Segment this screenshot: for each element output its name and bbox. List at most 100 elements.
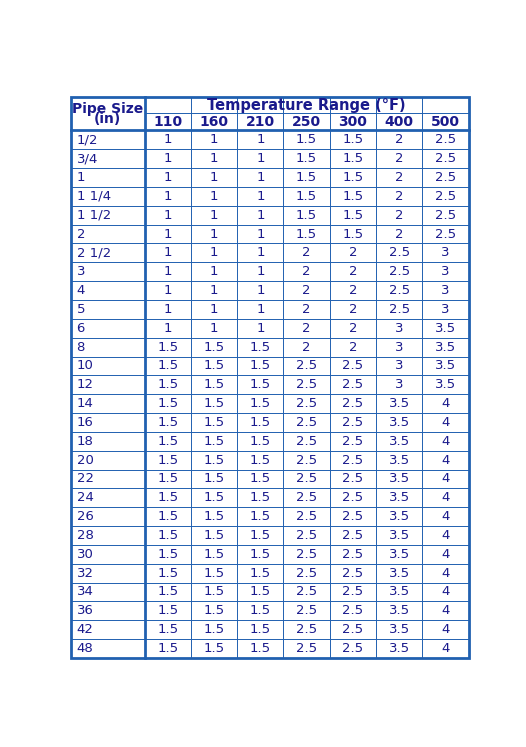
Text: 160: 160 xyxy=(199,115,229,129)
Text: 1.5: 1.5 xyxy=(296,134,317,146)
Text: 2: 2 xyxy=(302,341,311,353)
Text: 3.5: 3.5 xyxy=(389,397,410,410)
Text: 2.5: 2.5 xyxy=(342,567,363,580)
Text: 1: 1 xyxy=(164,228,172,241)
Text: 1: 1 xyxy=(210,303,218,316)
Text: 3.5: 3.5 xyxy=(389,623,410,636)
Text: 3: 3 xyxy=(395,341,403,353)
Text: 1.5: 1.5 xyxy=(204,529,225,542)
Text: 1.5: 1.5 xyxy=(250,435,271,447)
Text: 3.5: 3.5 xyxy=(435,322,456,335)
Text: 1.5: 1.5 xyxy=(204,548,225,561)
Text: 1.5: 1.5 xyxy=(157,586,178,598)
Text: 1.5: 1.5 xyxy=(204,623,225,636)
Text: Temperature Range (°F): Temperature Range (°F) xyxy=(207,98,406,113)
Text: 1.5: 1.5 xyxy=(342,228,363,241)
Text: 3: 3 xyxy=(77,265,85,278)
Text: 1.5: 1.5 xyxy=(342,208,363,222)
Text: 4: 4 xyxy=(441,586,450,598)
Text: 3.5: 3.5 xyxy=(389,529,410,542)
Text: 1.5: 1.5 xyxy=(157,529,178,542)
Text: 2: 2 xyxy=(395,152,403,165)
Text: 14: 14 xyxy=(77,397,94,410)
Text: 1: 1 xyxy=(210,265,218,278)
Text: 1: 1 xyxy=(256,134,265,146)
Text: 2.5: 2.5 xyxy=(342,453,363,467)
Text: 1.5: 1.5 xyxy=(250,492,271,504)
Text: 5: 5 xyxy=(77,303,85,316)
Text: 1: 1 xyxy=(210,190,218,203)
Text: 400: 400 xyxy=(385,115,413,129)
Text: 3.5: 3.5 xyxy=(389,472,410,486)
Text: 2.5: 2.5 xyxy=(389,265,410,278)
Text: 1.5: 1.5 xyxy=(250,359,271,373)
Text: 34: 34 xyxy=(77,586,94,598)
Text: 210: 210 xyxy=(246,115,275,129)
Text: 1.5: 1.5 xyxy=(342,171,363,184)
Text: 2: 2 xyxy=(395,190,403,203)
Text: 2.5: 2.5 xyxy=(296,472,317,486)
Text: 1: 1 xyxy=(164,284,172,297)
Text: 2: 2 xyxy=(77,228,85,241)
Text: 1 1/4: 1 1/4 xyxy=(77,190,110,203)
Text: 1.5: 1.5 xyxy=(250,378,271,391)
Text: 2: 2 xyxy=(302,322,311,335)
Text: 1.5: 1.5 xyxy=(250,642,271,655)
Text: 1.5: 1.5 xyxy=(250,510,271,523)
Text: 2.5: 2.5 xyxy=(296,359,317,373)
Text: 1: 1 xyxy=(164,171,172,184)
Text: 1: 1 xyxy=(210,134,218,146)
Text: 3.5: 3.5 xyxy=(435,359,456,373)
Text: 16: 16 xyxy=(77,416,94,429)
Text: 3: 3 xyxy=(395,378,403,391)
Text: 1.5: 1.5 xyxy=(204,586,225,598)
Text: 1: 1 xyxy=(210,152,218,165)
Text: 3.5: 3.5 xyxy=(389,510,410,523)
Text: 18: 18 xyxy=(77,435,94,447)
Text: 1.5: 1.5 xyxy=(342,134,363,146)
Text: 48: 48 xyxy=(77,642,93,655)
Text: 3: 3 xyxy=(395,322,403,335)
Text: 1: 1 xyxy=(164,190,172,203)
Text: 3.5: 3.5 xyxy=(389,416,410,429)
Text: 32: 32 xyxy=(77,567,94,580)
Text: 1.5: 1.5 xyxy=(342,190,363,203)
Text: 3.5: 3.5 xyxy=(389,548,410,561)
Text: 2.5: 2.5 xyxy=(296,548,317,561)
Text: 4: 4 xyxy=(441,435,450,447)
Text: 300: 300 xyxy=(338,115,367,129)
Text: 28: 28 xyxy=(77,529,94,542)
Text: 4: 4 xyxy=(77,284,85,297)
Text: 1.5: 1.5 xyxy=(157,642,178,655)
Text: 1 1/2: 1 1/2 xyxy=(77,208,111,222)
Text: 1.5: 1.5 xyxy=(157,472,178,486)
Text: 2.5: 2.5 xyxy=(342,492,363,504)
Text: 1/2: 1/2 xyxy=(77,134,98,146)
Text: 1.5: 1.5 xyxy=(250,416,271,429)
Text: 2.5: 2.5 xyxy=(342,435,363,447)
Text: 2: 2 xyxy=(349,284,357,297)
Text: 22: 22 xyxy=(77,472,94,486)
Text: 2.5: 2.5 xyxy=(296,623,317,636)
Text: 1.5: 1.5 xyxy=(204,453,225,467)
Text: 1.5: 1.5 xyxy=(250,586,271,598)
Text: 2.5: 2.5 xyxy=(342,623,363,636)
Text: 36: 36 xyxy=(77,604,94,617)
Text: 1.5: 1.5 xyxy=(296,152,317,165)
Text: 1: 1 xyxy=(256,284,265,297)
Text: 1: 1 xyxy=(164,303,172,316)
Text: 1.5: 1.5 xyxy=(204,435,225,447)
Text: 2.5: 2.5 xyxy=(342,472,363,486)
Text: 1: 1 xyxy=(210,208,218,222)
Text: 4: 4 xyxy=(441,453,450,467)
Text: (in): (in) xyxy=(94,111,122,125)
Text: 4: 4 xyxy=(441,492,450,504)
Text: 2.5: 2.5 xyxy=(342,529,363,542)
Text: 1: 1 xyxy=(210,247,218,259)
Text: 2.5: 2.5 xyxy=(342,416,363,429)
Text: 1: 1 xyxy=(164,265,172,278)
Text: 1.5: 1.5 xyxy=(250,341,271,353)
Text: 1.5: 1.5 xyxy=(157,623,178,636)
Text: 1.5: 1.5 xyxy=(250,397,271,410)
Text: 1: 1 xyxy=(210,171,218,184)
